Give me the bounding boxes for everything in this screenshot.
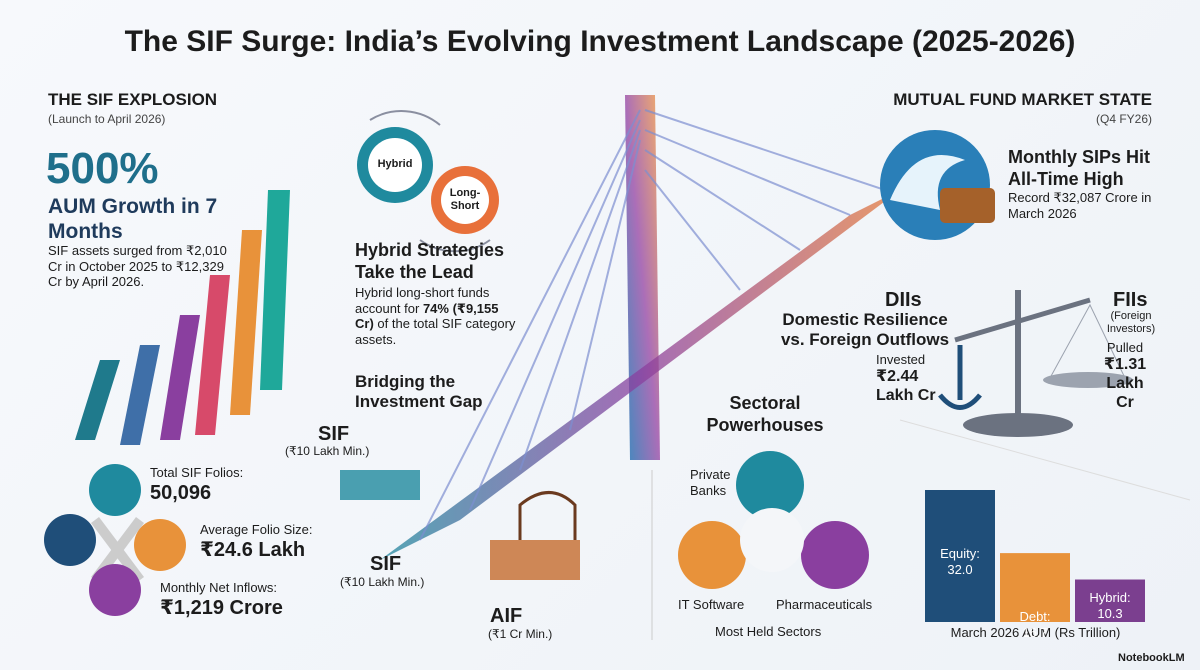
sector-label: Private Banks — [690, 467, 731, 498]
scale — [938, 290, 1133, 437]
text: of the total SIF category assets. — [355, 316, 516, 347]
folio-value: ₹24.6 Lakh — [200, 539, 306, 561]
fii-action: Pulled — [1106, 340, 1144, 355]
fii-amount: ₹1.31 Lakh Cr — [1103, 356, 1147, 412]
sector-label: Pharmaceuticals — [776, 597, 873, 612]
stat-label: AUM Growth in 7 Months — [48, 195, 218, 244]
folio-label: Total SIF Folios: — [150, 465, 244, 480]
folio-value: 50,096 — [150, 482, 212, 504]
bridge-label: SIF — [370, 553, 402, 575]
bridge-note: (₹10 Lakh Min.) — [285, 444, 370, 458]
sectors-heading: Sectoral Powerhouses — [706, 393, 824, 435]
bridge-label: SIF — [318, 423, 350, 445]
bar — [925, 490, 995, 622]
gear-label: Hybrid — [377, 158, 413, 170]
hybrid-description: Hybrid long-short funds account for 74% … — [355, 285, 520, 347]
bar-category: Hybrid: — [1089, 589, 1131, 605]
bar — [1075, 579, 1145, 622]
aum-chart — [925, 490, 1145, 622]
dii-action: Invested — [876, 352, 926, 367]
sectors-caption: Most Held Sectors — [715, 624, 822, 639]
sector-icons — [651, 419, 1191, 640]
bar — [1000, 553, 1070, 622]
folio-icons — [44, 464, 186, 616]
big-stat: 500% — [46, 144, 159, 193]
folio-label: Average Folio Size: — [200, 522, 313, 537]
gears — [357, 110, 499, 253]
chart-caption: March 2026 AUM (Rs Trillion) — [950, 625, 1121, 640]
sip-description: Record ₹32,087 Crore in March 2026 — [1008, 190, 1152, 221]
bar-value-label: 16.7 — [1022, 625, 1048, 641]
sip-heading: Monthly SIPs Hit All-Time High — [1008, 147, 1151, 189]
bar-value-label: 32.0 — [947, 562, 973, 577]
stat-description: SIF assets surged from ₹2,010 Cr in Octo… — [48, 243, 227, 290]
gear-label: Long-Short — [449, 187, 481, 213]
section-subheading: (Q4 FY26) — [1095, 112, 1152, 126]
flows-heading: Domestic Resilience vs. Foreign Outflows — [780, 310, 950, 350]
title: The SIF Surge: India’s Evolving Investme… — [124, 25, 1076, 58]
bridge-label: AIF — [490, 605, 523, 627]
highlight: 74% (₹9,155 Cr) — [355, 300, 499, 332]
folio-label: Monthly Net Inflows: — [160, 580, 278, 595]
dii-label: DIIs — [885, 289, 922, 311]
wave-icon — [880, 130, 995, 240]
section-heading: THE SIF EXPLOSION — [48, 90, 218, 109]
dii-amount: ₹2.44 Lakh Cr — [876, 368, 936, 405]
section-subheading: (Launch to April 2026) — [48, 112, 166, 126]
section-heading: MUTUAL FUND MARKET STATE — [893, 90, 1152, 109]
bridge-note: (₹10 Lakh Min.) — [340, 575, 425, 589]
sector-label: IT Software — [678, 597, 745, 612]
bar-category: Equity: — [940, 546, 980, 561]
fii-note: (Foreign Investors) — [1106, 310, 1156, 336]
growth-bars — [75, 190, 290, 445]
fii-label: FIIs — [1113, 289, 1148, 311]
hybrid-heading: Hybrid Strategies Take the Lead — [355, 240, 505, 282]
bar-value-label: 10.3 — [1097, 605, 1123, 621]
folio-value: ₹1,219 Crore — [160, 597, 283, 619]
footer: NotebookLM — [1118, 652, 1185, 664]
bar-category: Debt: — [1019, 609, 1051, 625]
bridge-heading: Bridging the Investment Gap — [355, 372, 483, 412]
bridge-note: (₹1 Cr Min.) — [488, 627, 553, 641]
bridge — [340, 95, 901, 580]
text: Hybrid long-short funds account for — [355, 285, 490, 316]
